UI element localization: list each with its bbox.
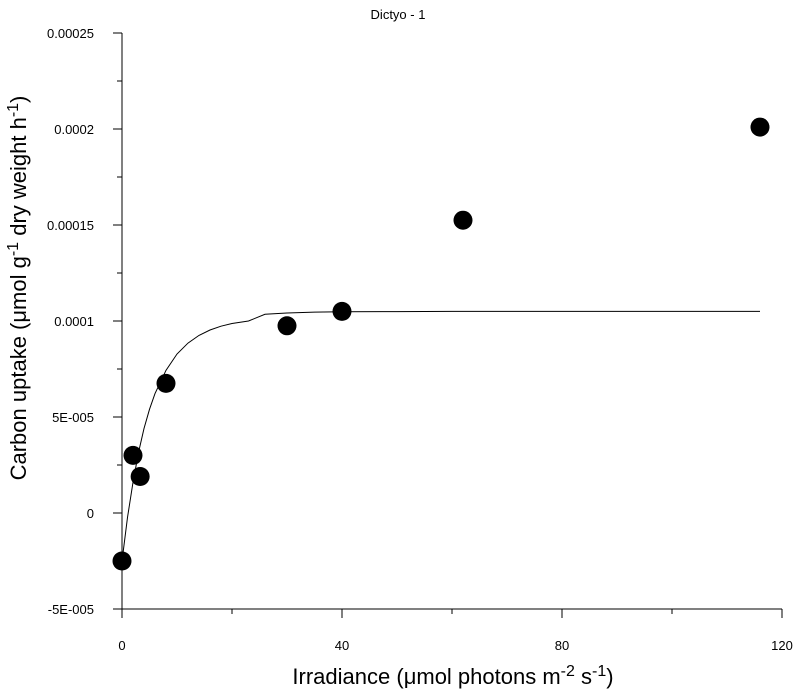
y-tick-label: 5E-005 [52,410,94,425]
data-point [453,210,473,230]
data-point [277,316,297,336]
axes: -5E-005 0 5E-005 0.0001 0.00015 0.0002 0.00025… [47,26,793,653]
data-point [130,467,150,487]
y-tick-label: 0.0002 [54,122,94,137]
y-tick-label: 0.00025 [47,26,94,41]
chart-title: Dictyo - 1 [371,7,426,22]
x-tick-label: 120 [771,638,793,653]
x-tick-label: 0 [118,638,125,653]
x-tick-label: 80 [555,638,569,653]
x-axis-title: Irradiance (μmol photons m-2 s-1) [292,663,613,689]
y-tick-label: 0.0001 [54,314,94,329]
fit-curve [121,310,760,562]
x-tick-label: 40 [335,638,349,653]
data-point [156,373,176,393]
data-point [750,117,770,137]
y-tick-label: 0 [87,506,94,521]
y-tick-label: 0.00015 [47,218,94,233]
data-point [332,301,352,321]
data-point [112,551,132,571]
y-axis-title: Carbon uptake (μmol g-1 dry weight h-1) [5,96,32,481]
data-point [123,445,143,465]
data-points [112,117,770,571]
y-tick-label: -5E-005 [48,602,94,617]
